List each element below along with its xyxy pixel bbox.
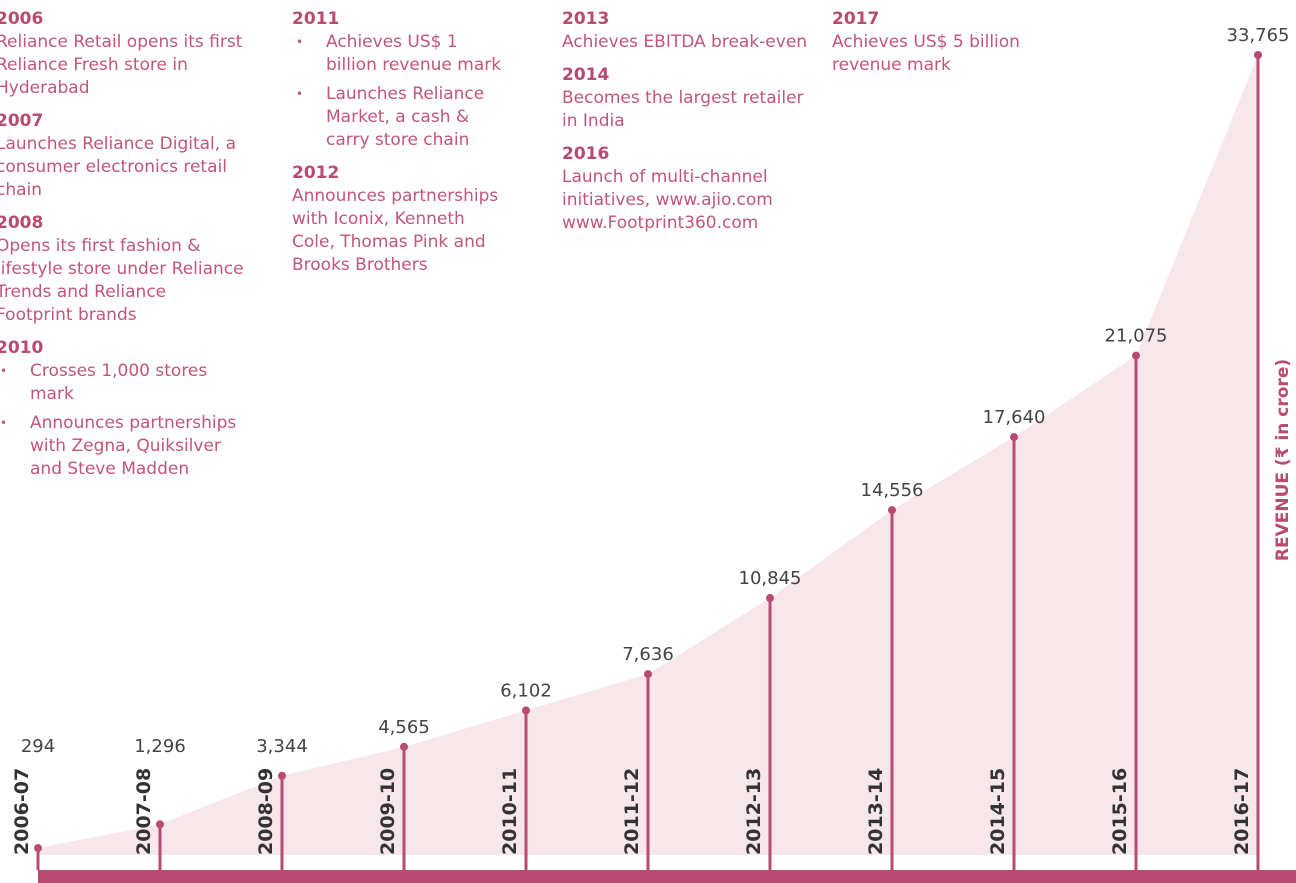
milestone-year: 2008 <box>0 213 44 233</box>
milestone-year: 2014 <box>562 65 610 85</box>
stem-dot <box>156 820 164 829</box>
category-label: 2011-12 <box>621 768 643 855</box>
category-label: 2010-11 <box>499 768 521 855</box>
value-label: 14,556 <box>861 480 924 501</box>
category-label: 2014-15 <box>987 768 1009 855</box>
milestone-text: Achieves EBITDA break-even <box>562 32 808 52</box>
milestone-list: Crosses 1,000 stores mark Announces partn… <box>0 360 244 481</box>
milestone-column: 2011Achieves US$ 1 billion revenue mark L… <box>292 8 512 277</box>
stem-dot <box>1254 51 1262 59</box>
milestone-item: Announces partnerships with Zegna, Quiks… <box>0 412 244 481</box>
category-label: 2007-08 <box>133 768 155 855</box>
category-label: 2006-07 <box>11 768 33 855</box>
value-label: 6,102 <box>500 680 552 701</box>
milestone-year: 2006 <box>0 9 44 29</box>
stem-dot <box>1010 433 1018 442</box>
milestone-column: 2013 Achieves EBITDA break-even 2014 Become… <box>562 8 812 235</box>
category-label: 2013-14 <box>865 768 887 855</box>
value-label: 10,845 <box>739 568 802 589</box>
milestone-year: 2007 <box>0 111 44 131</box>
category-label: 2008-09 <box>255 768 277 855</box>
milestone-column: 2017 Achieves US$ 5 billion revenue mark <box>832 8 1052 77</box>
stem-dot <box>34 844 42 853</box>
category-label: 2015-16 <box>1109 768 1131 855</box>
value-label: 7,636 <box>622 644 674 665</box>
value-label: 294 <box>21 736 55 757</box>
milestone-text: Launches Reliance Digital, a consumer el… <box>0 134 236 200</box>
stem-dot <box>888 506 896 515</box>
milestone-item: Crosses 1,000 stores mark <box>0 360 244 406</box>
milestone-year: 2016 <box>562 144 610 164</box>
value-label: 3,344 <box>256 736 308 757</box>
value-label: 4,565 <box>378 717 430 738</box>
stem-dot <box>400 742 408 751</box>
y-axis-label: REVENUE (₹ in crore) <box>1273 359 1293 561</box>
baseline-bar <box>38 870 1296 883</box>
milestone-item: Achieves US$ 1 billion revenue mark <box>296 31 512 77</box>
milestone-year: 2013 <box>562 9 610 29</box>
value-label: 17,640 <box>983 407 1046 428</box>
stem-dot <box>766 594 774 603</box>
stem-dot <box>522 706 530 715</box>
milestone-column: 2006 Reliance Retail opens its first Reli… <box>0 8 244 487</box>
stem-dot <box>644 670 652 679</box>
milestone-text: Achieves US$ 5 billion revenue mark <box>832 32 1020 75</box>
category-label: 2009-10 <box>377 768 399 855</box>
milestone-item: Launches Reliance Market, a cash & carry… <box>296 83 512 152</box>
milestone-year: 2011 <box>292 9 340 29</box>
milestone-year: 2012 <box>292 163 340 183</box>
milestone-text: Opens its first fashion & lifestyle stor… <box>0 236 244 325</box>
stem-dot <box>1132 351 1140 360</box>
category-label: 2012-13 <box>743 768 765 855</box>
milestone-text: Becomes the largest retailer in India <box>562 88 804 131</box>
value-label: 33,765 <box>1227 25 1290 46</box>
revenue-area <box>38 55 1258 855</box>
milestone-text: Announces partnerships with Iconix, Kenn… <box>292 186 499 275</box>
milestone-year: 2010 <box>0 338 44 358</box>
value-label: 1,296 <box>134 736 186 757</box>
value-label: 21,075 <box>1105 326 1168 347</box>
milestone-list: Achieves US$ 1 billion revenue mark Launc… <box>292 31 512 152</box>
milestone-year: 2017 <box>832 9 880 29</box>
category-label: 2016-17 <box>1231 768 1253 855</box>
milestone-text: Reliance Retail opens its first Reliance… <box>0 32 243 98</box>
milestone-text: Launch of multi-channel initiatives, www… <box>562 167 773 233</box>
stem-dot <box>278 771 286 780</box>
